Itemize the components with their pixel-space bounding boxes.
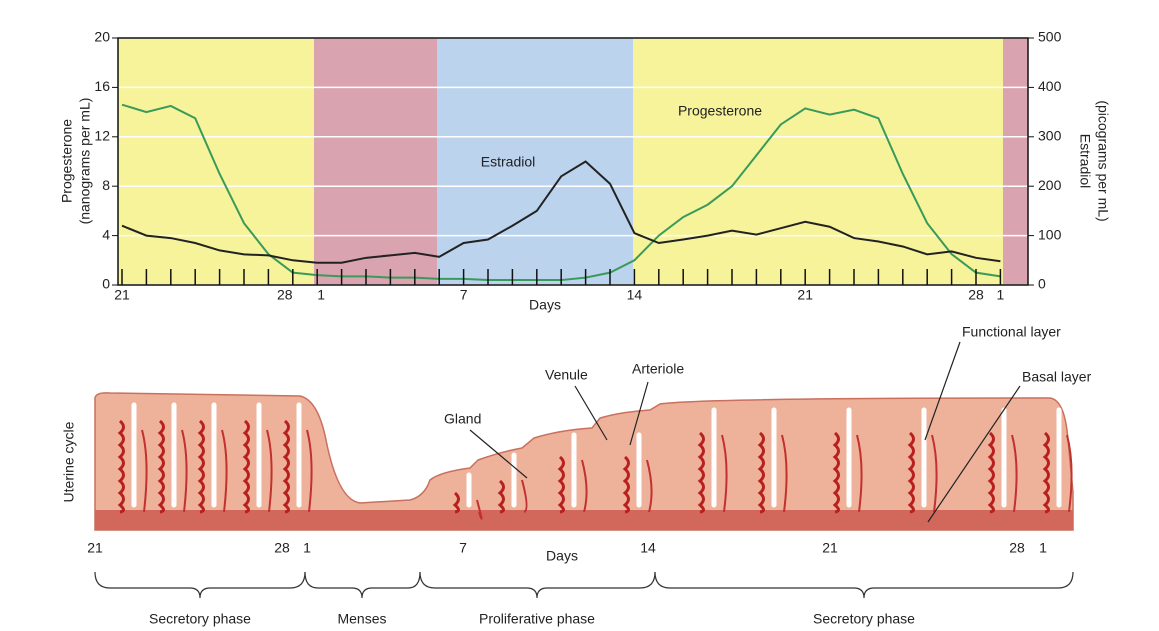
brace [419, 571, 656, 599]
basal-layer [95, 510, 1073, 530]
vessel [221, 429, 228, 513]
functional-layer [94, 392, 1074, 531]
vessel [987, 431, 995, 514]
y2-tick-label: 0 [1038, 276, 1046, 292]
y-tick-label: 4 [102, 226, 110, 242]
y-axis-label: Progesterone [59, 119, 75, 203]
vessel [157, 419, 165, 514]
diagram-ylabel: Uterine cycle [61, 421, 77, 502]
vessel [757, 431, 765, 514]
vessel [697, 431, 705, 514]
y2-tick-label: 500 [1038, 29, 1062, 45]
vessel [1066, 434, 1073, 513]
diagram-label: Functional layer [962, 324, 1061, 340]
y-tick-label: 16 [94, 78, 110, 94]
vessel [242, 419, 250, 514]
vessel [452, 491, 460, 514]
leader-line [629, 381, 649, 446]
vessel [181, 429, 188, 513]
vessel [622, 455, 630, 514]
series-label: Progesterone [678, 103, 762, 119]
series-line [121, 160, 1001, 264]
vessel [306, 429, 313, 513]
vessel [581, 459, 588, 513]
day-label: 14 [640, 540, 656, 556]
vessel [1042, 431, 1050, 514]
vessel [1011, 434, 1018, 513]
diagram-label: Arteriole [632, 361, 684, 377]
x-tick-label: 21 [797, 287, 813, 303]
y2-tick-label: 200 [1038, 177, 1062, 193]
band-secretory [633, 38, 1003, 285]
y2-axis-label: (picograms per mL) [1095, 100, 1111, 221]
day-label: 28 [1009, 540, 1025, 556]
day-label: 1 [1039, 540, 1047, 556]
brace [304, 571, 421, 599]
brace [94, 571, 306, 599]
vessel [282, 419, 290, 514]
phase-label: Menses [337, 611, 386, 627]
x-tick-label: 1 [317, 287, 325, 303]
y2-tick-label: 400 [1038, 78, 1062, 94]
x-tick-label: 28 [277, 287, 293, 303]
leader-line [574, 385, 608, 441]
x-tick-label: 1 [997, 287, 1005, 303]
day-label: 28 [274, 540, 290, 556]
vessel [646, 459, 653, 513]
leader-line [927, 385, 1021, 523]
brace [654, 571, 1074, 599]
vessel [117, 419, 125, 514]
band-menses [314, 38, 437, 285]
y-tick-label: 12 [94, 128, 110, 144]
plot-frame [117, 37, 1029, 286]
vessel [557, 455, 565, 514]
y-axis-label: (nanograms per mL) [77, 98, 93, 225]
vessel [832, 431, 840, 514]
vessel [521, 479, 528, 513]
day-label: 1 [303, 540, 311, 556]
endometrium [94, 392, 1074, 531]
diagram-label: Gland [444, 411, 481, 427]
y2-axis-label: Estradiol [1077, 134, 1093, 188]
leader-lines [469, 341, 1021, 523]
vessel [497, 479, 505, 514]
x-tick-label: 14 [627, 287, 643, 303]
vessel [197, 419, 205, 514]
diagram-label: Venule [545, 367, 588, 383]
leader-line [469, 429, 528, 479]
day-label: 21 [87, 540, 103, 556]
series-label: Estradiol [481, 154, 535, 170]
y-tick-label: 0 [102, 276, 110, 292]
x-tick-label: 7 [460, 287, 468, 303]
vessel [781, 434, 788, 513]
vessel [266, 429, 273, 513]
band-menses [1003, 38, 1028, 285]
vessel [141, 429, 148, 513]
band-secretory [118, 38, 314, 285]
day-label: 21 [822, 540, 838, 556]
y-tick-label: 20 [94, 29, 110, 45]
phase-braces [94, 571, 1074, 599]
x-tick-label: 28 [968, 287, 984, 303]
vessel [907, 431, 915, 514]
y2-tick-label: 100 [1038, 226, 1062, 242]
leader-line [924, 341, 961, 441]
y2-tick-label: 300 [1038, 128, 1062, 144]
x-tick-label: 21 [114, 287, 130, 303]
day-label: 7 [459, 540, 467, 556]
diagram-label: Basal layer [1022, 369, 1092, 385]
phase-label: Secretory phase [149, 611, 251, 627]
phase-label: Secretory phase [813, 611, 915, 627]
band-proliferative [437, 38, 633, 285]
y-tick-label: 8 [102, 177, 110, 193]
x-axis-label: Days [529, 297, 561, 313]
diagram-xlabel: Days [546, 548, 578, 564]
vessel [476, 499, 483, 520]
vessel [856, 434, 863, 513]
vessel [931, 434, 938, 513]
vessel [721, 434, 728, 513]
phase-label: Proliferative phase [479, 611, 595, 627]
